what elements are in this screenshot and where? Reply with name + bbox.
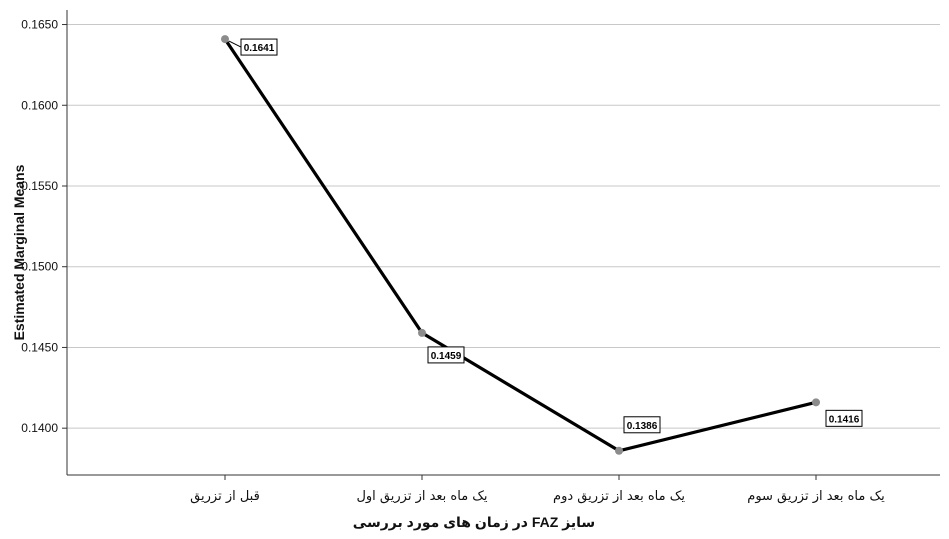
data-label-3: 0.1416 — [829, 414, 860, 425]
y-axis-title: Estimated Marginal Means — [11, 164, 27, 340]
x-category-label-0: قبل از تزریق — [190, 489, 260, 504]
y-tick-label-1: 0.1450 — [21, 340, 58, 354]
series-line — [223, 38, 817, 453]
y-axis-ticks: 0.1400 0.1450 0.1500 0.1550 0.1600 0.1650 — [21, 18, 67, 435]
data-label-box-3 — [825, 409, 863, 427]
y-tick-label-5: 0.1650 — [21, 18, 58, 32]
series-group: 0.1641 0.1459 0.1386 0.1416 — [221, 35, 863, 455]
data-point-2 — [615, 446, 623, 455]
data-label-0: 0.1641 — [244, 43, 275, 54]
data-label-2: 0.1386 — [627, 421, 658, 432]
y-tick-label-2: 0.1500 — [21, 260, 58, 274]
x-category-label-3: یک ماه بعد از تزریق سوم — [747, 489, 885, 504]
data-label-box-2 — [623, 416, 661, 434]
x-axis-title: سایز FAZ در زمان های مورد بررسی — [353, 514, 595, 531]
x-category-label-1: یک ماه بعد از تزریق اول — [356, 489, 487, 504]
x-axis-category-labels: قبل از تزریق یک ماه بعد از تزریق اول یک ما… — [190, 475, 885, 504]
data-point-0 — [221, 35, 229, 44]
y-tick-label-4: 0.1600 — [21, 98, 58, 112]
data-label-box-0 — [240, 38, 278, 56]
y-tick-label-0: 0.1400 — [21, 421, 58, 435]
data-label-box-1 — [427, 346, 465, 364]
data-label-leader-0 — [228, 40, 242, 48]
data-point-1 — [418, 328, 426, 337]
data-label-1: 0.1459 — [431, 351, 462, 362]
y-tick-label-3: 0.1550 — [21, 179, 58, 193]
x-category-label-2: یک ماه بعد از تزریق دوم — [553, 489, 685, 504]
data-point-3 — [812, 398, 820, 407]
gridlines — [67, 24, 940, 429]
